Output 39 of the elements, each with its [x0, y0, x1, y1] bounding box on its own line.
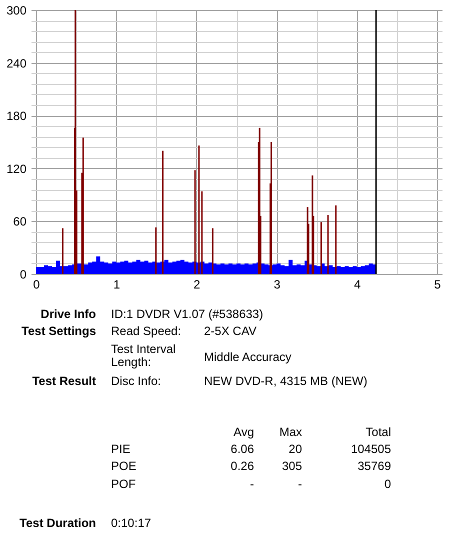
text: 0.26 [230, 459, 254, 473]
text: PIE [111, 442, 130, 456]
text: 2-5X CAV [204, 324, 256, 338]
text: NEW DVD-R, 4315 MB (NEW) [204, 374, 368, 388]
text: Total [366, 425, 391, 439]
text: Test Settings [22, 324, 96, 338]
text: - [250, 477, 254, 491]
x-tick-label: 2 [194, 278, 201, 292]
text: Read Speed: [111, 324, 182, 338]
text: 6.06 [230, 442, 254, 456]
text: 0:10:17 [111, 516, 152, 530]
x-tick-label: 3 [274, 278, 281, 292]
x-tick-label: 0 [33, 278, 40, 292]
text: Avg [234, 425, 254, 439]
text: Drive Info [40, 307, 96, 321]
text: Disc Info: [111, 374, 162, 388]
text: Test Result [32, 374, 96, 388]
text: Middle Accuracy [204, 350, 292, 364]
text: POF [111, 477, 136, 491]
text: ID:1 DVDR V1.07 (#538633) [111, 307, 264, 321]
text: 305 [282, 459, 302, 473]
text: - [298, 477, 302, 491]
text: POE [111, 459, 136, 473]
text: 0 [384, 477, 391, 491]
text: 20 [288, 442, 302, 456]
x-tick-label: 4 [354, 278, 361, 292]
text: 104505 [350, 442, 391, 456]
y-tick-label: 60 [13, 214, 27, 229]
text: Test Interval Length: [111, 342, 177, 369]
x-tick-label: 1 [113, 278, 120, 292]
y-tick-label: 240 [6, 56, 27, 70]
y-tick-label: 120 [6, 162, 27, 176]
y-tick-label: 300 [6, 4, 27, 18]
text: Test Duration [20, 516, 96, 530]
y-tick-label: 180 [6, 109, 27, 124]
text: 35769 [358, 459, 391, 473]
text: Max [279, 425, 302, 439]
x-tick-label: 5 [434, 278, 442, 292]
y-tick-label: 0 [20, 268, 27, 282]
